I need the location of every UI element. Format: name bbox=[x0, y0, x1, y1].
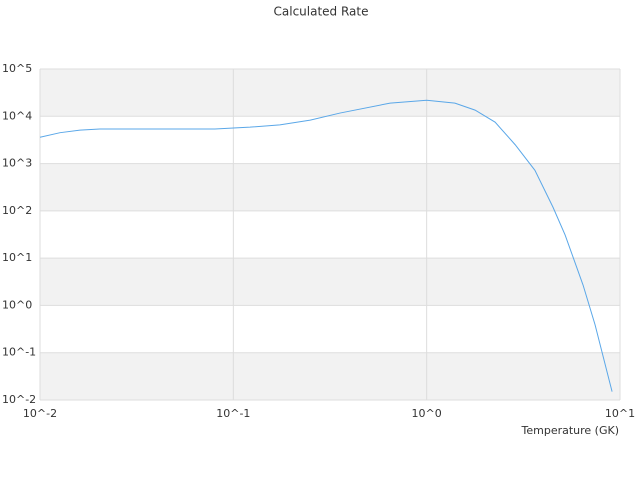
y-tick-label: 10^0 bbox=[2, 298, 32, 311]
y-tick-label: 10^3 bbox=[2, 157, 32, 170]
x-tick-label: 10^-1 bbox=[216, 407, 250, 420]
x-axis-label: Temperature (GK) bbox=[521, 424, 620, 437]
x-tick-label: 10^0 bbox=[412, 407, 442, 420]
grid-band bbox=[40, 69, 620, 117]
y-tick-label: 10^1 bbox=[2, 251, 32, 264]
line bbox=[39, 99, 613, 392]
grid-band bbox=[40, 352, 620, 400]
grid-bands bbox=[40, 69, 620, 400]
grid-band bbox=[40, 258, 620, 306]
y-tick-label: 10^2 bbox=[2, 204, 32, 217]
x-tick-label: 10^-2 bbox=[23, 407, 57, 420]
y-tick-label: 10^5 bbox=[2, 62, 32, 75]
y-tick-label: 10^-1 bbox=[2, 346, 36, 359]
y-tick-label: 10^-2 bbox=[2, 393, 36, 406]
x-tick-label: 10^1 bbox=[605, 407, 635, 420]
y-tick-label: 10^4 bbox=[2, 109, 32, 122]
chart-title: Calculated Rate bbox=[274, 5, 369, 19]
grid-band bbox=[40, 163, 620, 211]
